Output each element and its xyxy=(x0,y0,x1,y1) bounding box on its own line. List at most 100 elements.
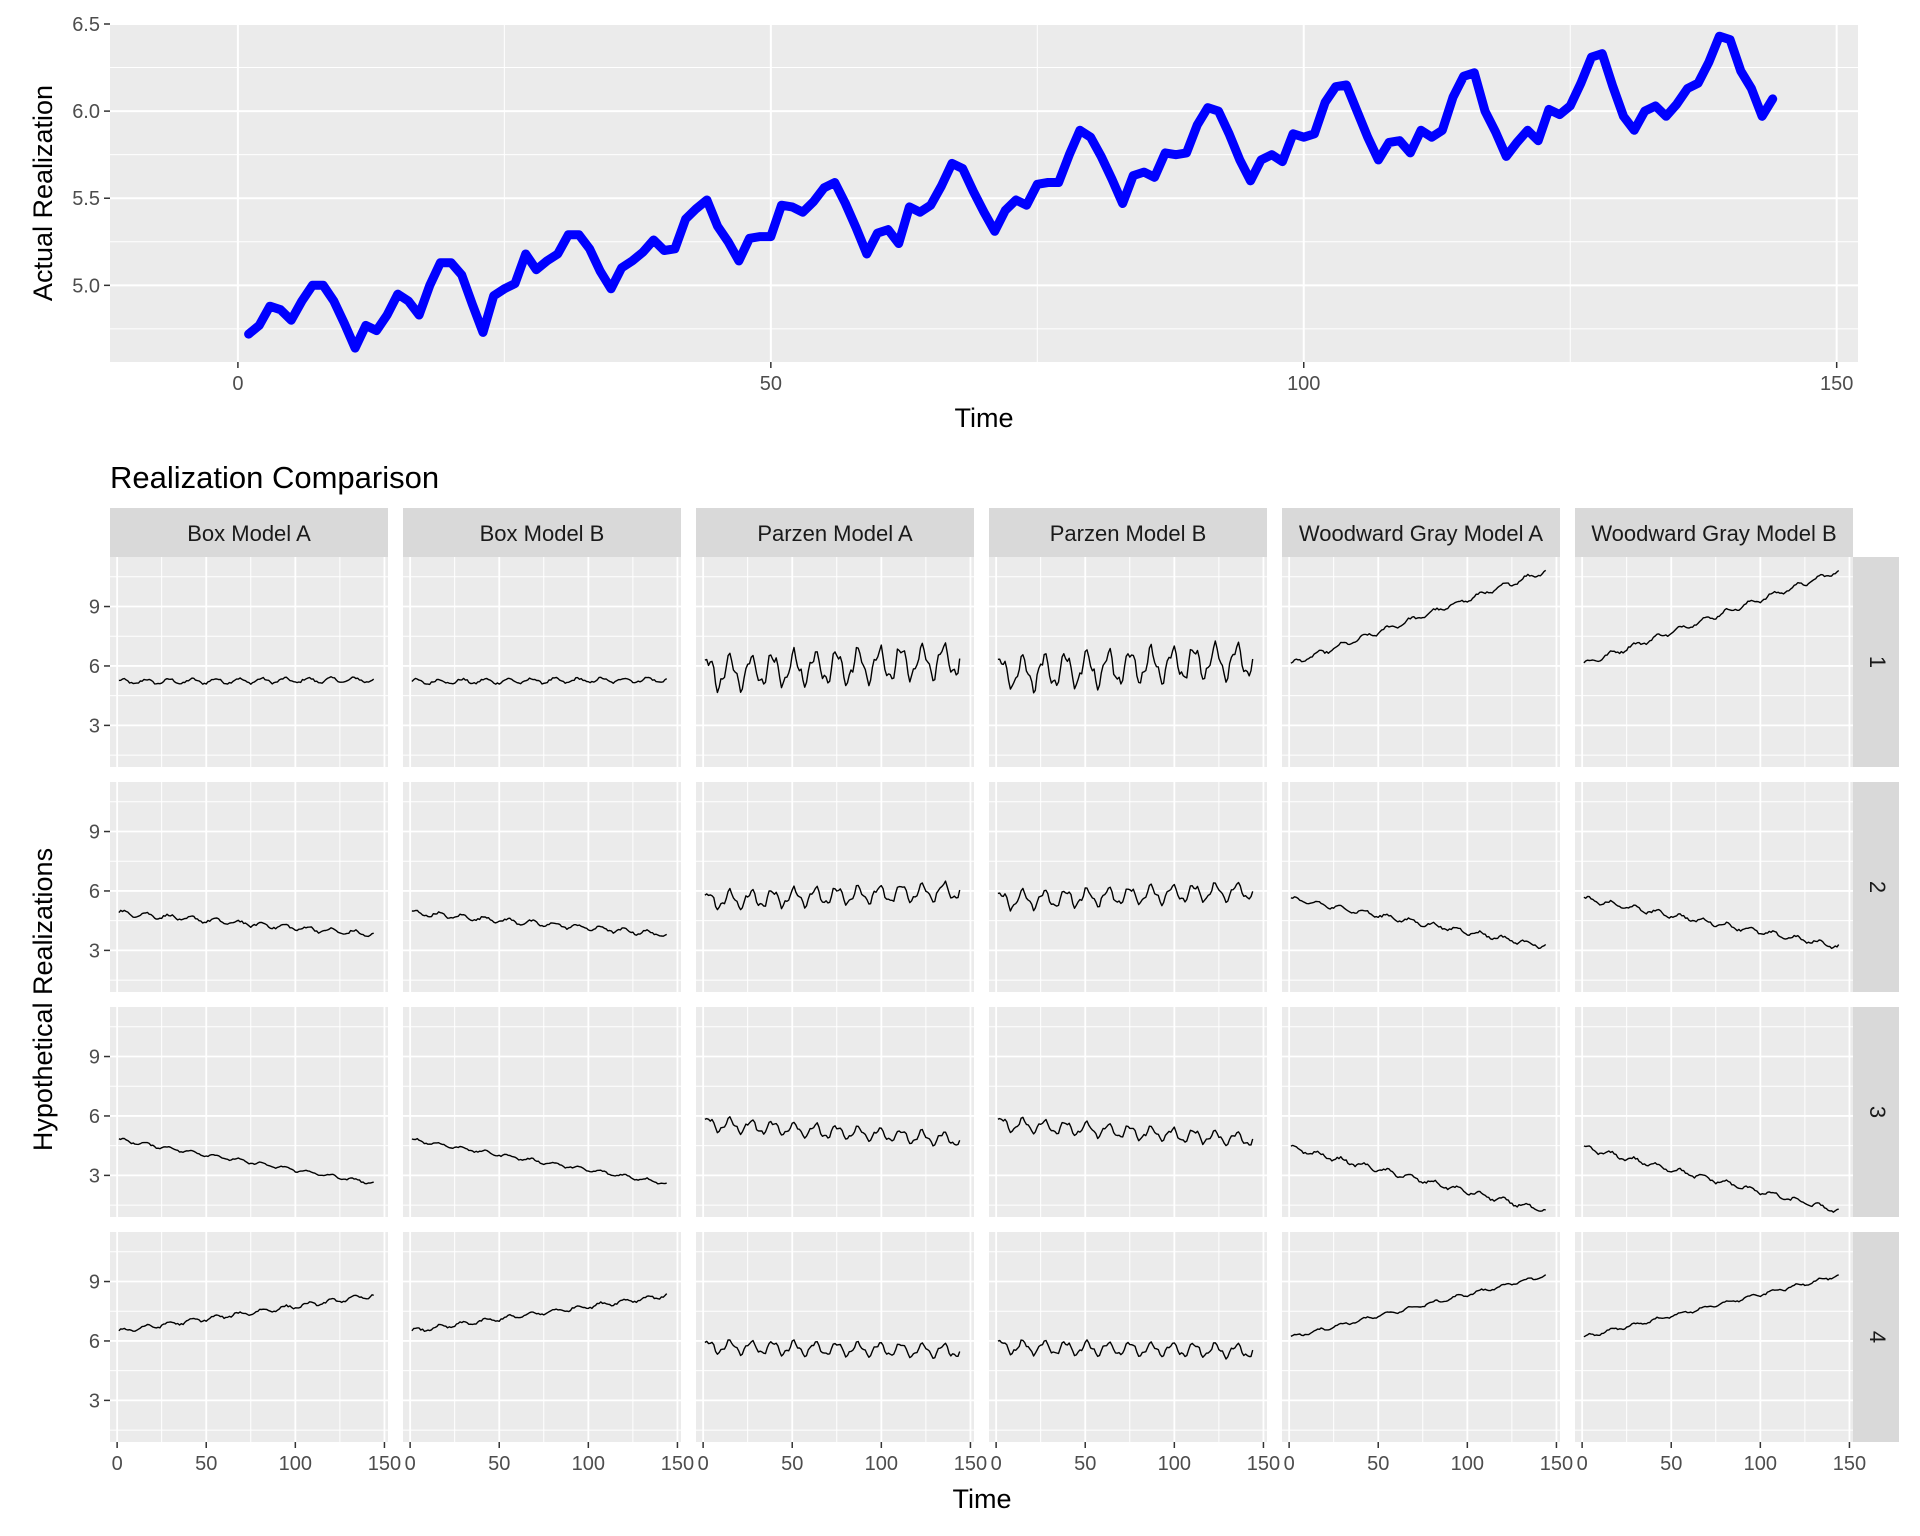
x-tick-label: 150 xyxy=(661,1453,694,1475)
series-line-realization xyxy=(411,1293,668,1332)
series-line-realization xyxy=(411,676,668,686)
y-tick-label: 6 xyxy=(89,1106,100,1128)
facet-panel xyxy=(110,1232,388,1442)
facet-panel xyxy=(1575,1232,1853,1442)
series-line-realization xyxy=(1290,1144,1546,1212)
facet-strip-label: Parzen Model B xyxy=(1050,521,1207,546)
x-tick-label: 50 xyxy=(1074,1453,1096,1475)
x-tick-label: 0 xyxy=(1284,1453,1295,1475)
facet-panel xyxy=(403,1007,681,1217)
x-tick-label: 0 xyxy=(698,1453,709,1475)
facet-panel xyxy=(110,782,388,992)
x-tick-label: 150 xyxy=(954,1453,987,1475)
facet-panel xyxy=(403,1232,681,1442)
y-tick-label: 9 xyxy=(89,1047,100,1069)
x-tick-label: 50 xyxy=(1367,1453,1389,1475)
x-tick-label: 50 xyxy=(195,1453,217,1475)
plot-panel xyxy=(110,24,1858,362)
x-tick-label: 0 xyxy=(991,1453,1002,1475)
series-line-realization xyxy=(118,676,375,685)
series-line-actual-realization xyxy=(244,31,1778,353)
series-line-realization xyxy=(704,1339,961,1359)
facet-strip-column xyxy=(696,508,974,557)
series-line-realization xyxy=(704,1116,961,1147)
facet-panel xyxy=(989,1232,1267,1442)
x-axis-title: Time xyxy=(955,403,1014,433)
x-tick-label: 100 xyxy=(1451,1453,1484,1475)
facet-panel xyxy=(1282,1232,1560,1442)
x-tick-label: 150 xyxy=(368,1453,401,1475)
series-line-realization xyxy=(997,1116,1254,1147)
facet-panel xyxy=(1282,1007,1560,1217)
x-tick-label: 100 xyxy=(1744,1453,1777,1475)
x-tick-label: 100 xyxy=(572,1453,605,1475)
facet-panel xyxy=(1575,557,1853,767)
series-line-realization xyxy=(1583,895,1840,950)
facet-panel xyxy=(989,782,1267,992)
y-tick-label: 6.0 xyxy=(72,101,100,123)
series-line-realization xyxy=(1583,569,1840,664)
series-line-realization xyxy=(1290,896,1547,950)
y-tick-label: 3 xyxy=(89,1390,100,1412)
facet-strip-label: Box Model A xyxy=(187,521,311,546)
facet-strip-row xyxy=(1853,782,1899,992)
facet-panel xyxy=(696,557,974,767)
series-line-realization xyxy=(411,1137,667,1185)
facet-strip-row xyxy=(1853,557,1899,767)
facet-panel xyxy=(1282,782,1560,992)
x-tick-label: 150 xyxy=(1833,1453,1866,1475)
chart-title: Realization Comparison xyxy=(110,460,439,495)
y-tick-label: 3 xyxy=(89,1165,100,1187)
facet-panel xyxy=(403,782,681,992)
facet-panel xyxy=(110,1007,388,1217)
x-tick-label: 0 xyxy=(112,1453,123,1475)
series-line-realization xyxy=(1583,1274,1839,1338)
series-line-realization xyxy=(704,642,961,694)
facet-strip-label: 1 xyxy=(1865,656,1890,668)
facet-strip-column xyxy=(989,508,1267,557)
series-line-realization xyxy=(997,881,1254,912)
facet-strip-label: 2 xyxy=(1865,881,1890,893)
y-tick-label: 5.0 xyxy=(72,275,100,297)
realization-comparison-chart: Realization Comparison Box Model A Box Mod… xyxy=(28,460,1899,1514)
y-tick-label: 3 xyxy=(89,715,100,737)
series-line-realization xyxy=(704,880,961,911)
series-line-realization xyxy=(118,909,374,938)
y-tick-label: 9 xyxy=(89,822,100,844)
y-tick-label: 9 xyxy=(89,1272,100,1294)
series-line-realization xyxy=(1290,1274,1547,1337)
facet-panel xyxy=(1575,1007,1853,1217)
x-axis-title: Time xyxy=(953,1484,1012,1514)
facet-strip-column xyxy=(403,508,681,557)
facet-panel xyxy=(403,557,681,767)
facet-panel xyxy=(110,557,388,767)
x-tick-label: 0 xyxy=(1577,1453,1588,1475)
facet-strip-label: Woodward Gray Model B xyxy=(1591,521,1836,546)
facet-panel xyxy=(1282,557,1560,767)
series-line-realization xyxy=(411,909,668,937)
facet-strip-column xyxy=(1575,508,1853,557)
facet-strip-label: 4 xyxy=(1865,1331,1890,1343)
facet-strip-label: Parzen Model A xyxy=(757,521,913,546)
y-tick-label: 6 xyxy=(89,1331,100,1353)
series-line-realization xyxy=(1583,1145,1839,1213)
x-tick-label: 0 xyxy=(232,373,243,395)
x-tick-label: 50 xyxy=(781,1453,803,1475)
actual-realization-chart: 0 50 100 150 5.0 5.5 6.0 6.5 Time Actual Realizat… xyxy=(28,14,1858,433)
y-tick-label: 6.5 xyxy=(72,14,100,36)
facet-panel xyxy=(696,782,974,992)
x-tick-label: 50 xyxy=(488,1453,510,1475)
series-line-realization xyxy=(997,1339,1254,1360)
series-line-realization xyxy=(1290,569,1547,664)
facet-panel xyxy=(696,1232,974,1442)
x-tick-label: 50 xyxy=(1660,1453,1682,1475)
x-tick-label: 100 xyxy=(279,1453,312,1475)
x-tick-label: 150 xyxy=(1540,1453,1573,1475)
y-tick-label: 6 xyxy=(89,656,100,678)
facet-panel xyxy=(696,1007,974,1217)
x-tick-label: 100 xyxy=(1158,1453,1191,1475)
x-tick-label: 150 xyxy=(1820,373,1853,395)
facet-strip-column xyxy=(110,508,388,557)
facet-panel xyxy=(1575,782,1853,992)
